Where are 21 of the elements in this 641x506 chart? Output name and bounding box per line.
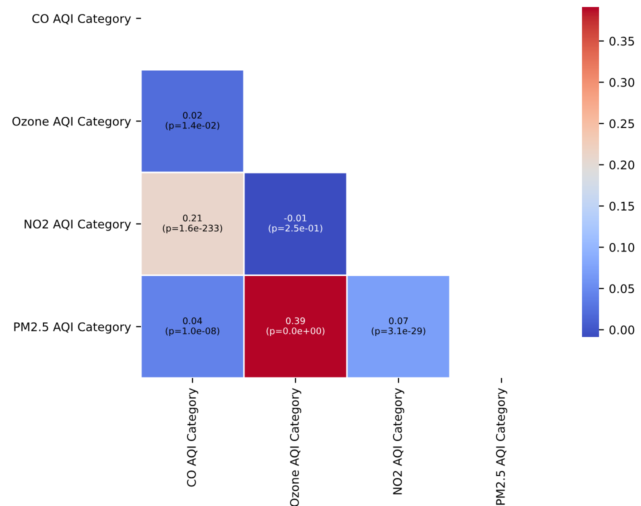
data-label: 0.21 (p=1.6e-233) [162, 214, 222, 234]
y-tick-label: NO2 AQI Category [24, 220, 131, 231]
color-bar-label: 0.25 [610, 119, 634, 128]
color-bar-label: 0.00 [610, 325, 634, 334]
data-label: 0.39 (p=0.0e+00) [266, 317, 324, 336]
color-bar-label: 0.10 [610, 242, 634, 252]
x-tick-label: CO AQI Category [186, 388, 198, 487]
color-bar-label: 0.05 [610, 284, 634, 294]
y-tick-label: CO AQI Category [32, 14, 131, 26]
data-label: 0.07 (p=3.1e-29) [372, 317, 426, 336]
color-bar-label: 0.30 [610, 78, 634, 87]
color-bar-label: 0.15 [610, 202, 634, 211]
y-tick-label: Ozone AQI Category [12, 116, 131, 128]
x-tick-label: PM2.5 AQI Category [496, 388, 508, 505]
color-bar-label: 0.35 [610, 36, 634, 46]
x-tick-label: NO2 AQI Category [392, 388, 404, 494]
y-tick-label: PM2.5 AQI Category [14, 322, 131, 334]
data-label: 0.02 (p=1.4e-02) [166, 112, 220, 131]
data-label: 0.04 (p=1.0e-08) [166, 317, 220, 336]
data-label: -0.01 (p=2.5e-01) [268, 214, 322, 234]
color-bar-label: 0.20 [610, 160, 634, 170]
